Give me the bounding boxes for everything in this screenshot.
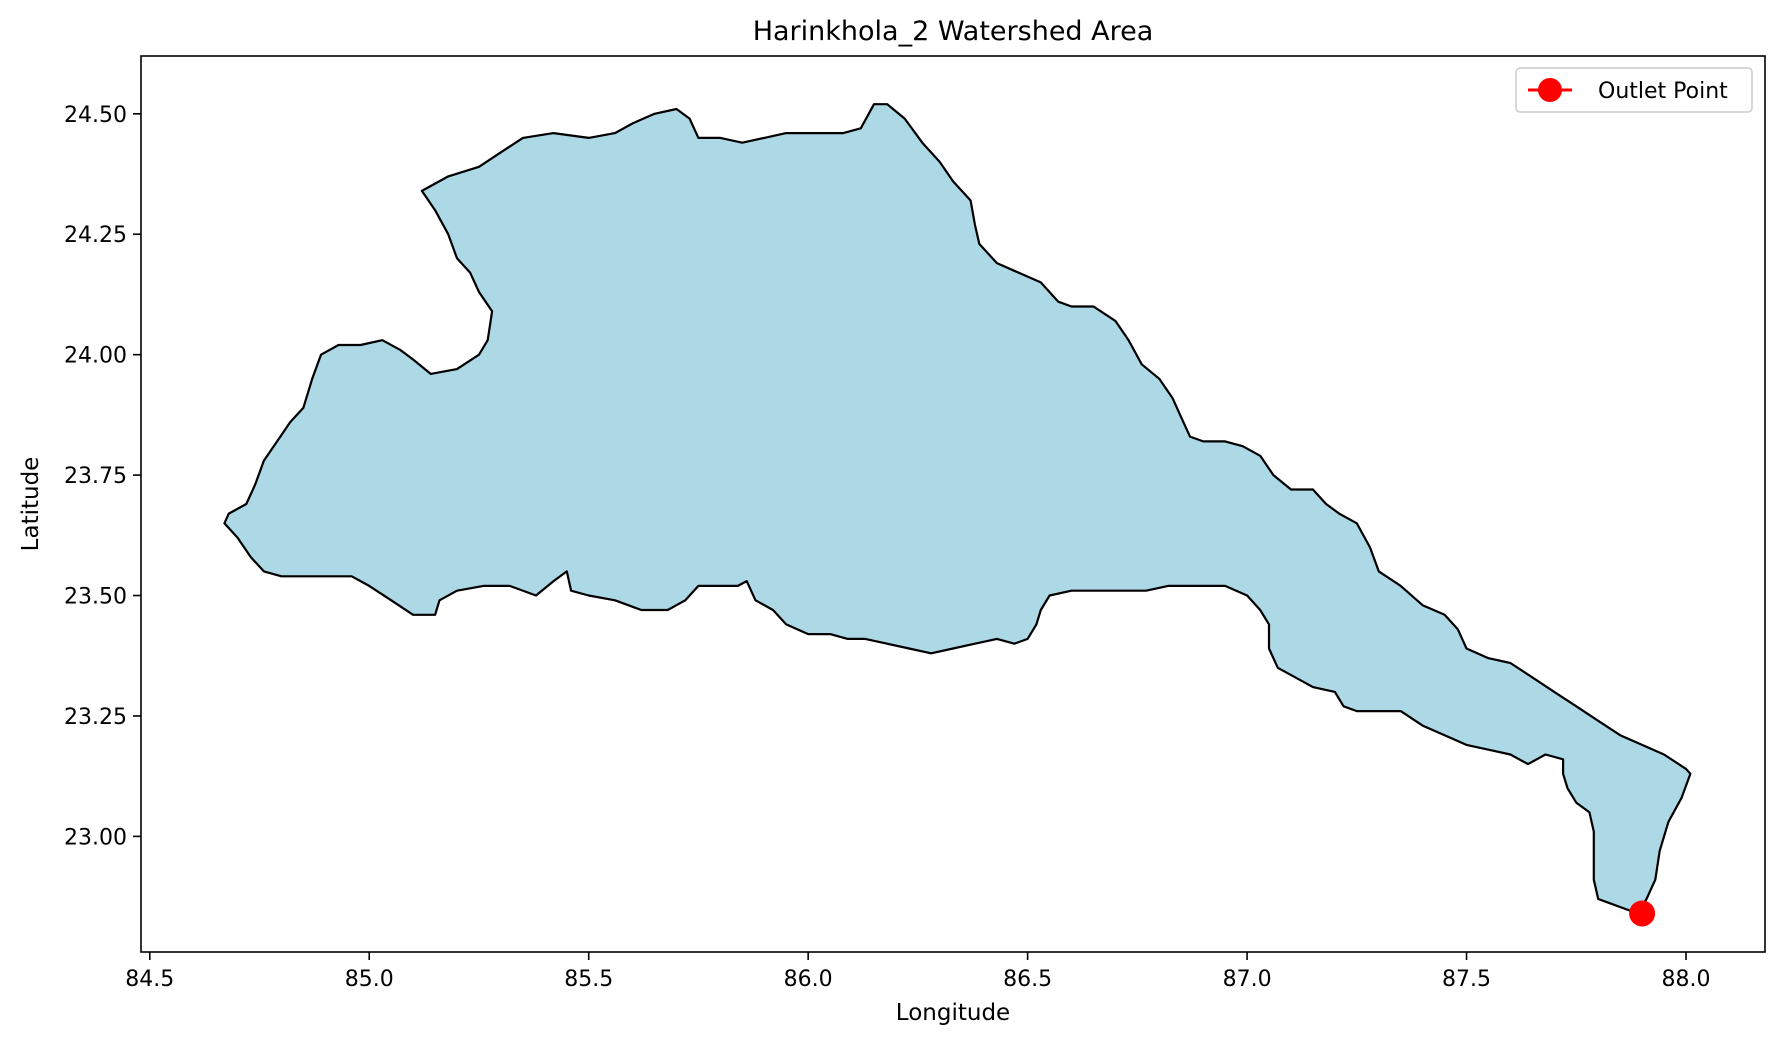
x-tick-label: 86.5 <box>1003 967 1052 992</box>
chart-title: Harinkhola_2 Watershed Area <box>753 16 1154 47</box>
legend-marker-swatch <box>1538 78 1562 102</box>
x-tick-label: 87.5 <box>1442 967 1491 992</box>
legend-label-outlet-point: Outlet Point <box>1598 79 1728 104</box>
y-tick-label: 24.00 <box>64 344 127 369</box>
x-tick-label: 84.5 <box>125 967 174 992</box>
y-tick-label: 24.25 <box>64 223 127 248</box>
plot-area <box>140 55 1766 953</box>
y-axis-ticks: 23.00 23.25 23.50 23.75 24.00 24.25 24.50 <box>64 103 141 850</box>
axes-frame <box>140 55 1766 953</box>
x-tick-label: 87.0 <box>1223 967 1272 992</box>
y-tick-label: 23.75 <box>64 464 127 489</box>
x-axis-label: Longitude <box>896 1000 1010 1026</box>
x-tick-label: 85.0 <box>345 967 394 992</box>
x-axis-ticks: 84.5 85.0 85.5 86.0 86.5 87.0 87.5 88.0 <box>125 952 1710 992</box>
watershed-polygon <box>223 103 1692 915</box>
outlet-point-marker <box>1629 900 1656 927</box>
legend: Outlet Point <box>1515 67 1753 113</box>
y-tick-label: 23.00 <box>64 825 127 850</box>
legend-box <box>1515 67 1753 113</box>
y-tick-label: 23.25 <box>64 705 127 730</box>
x-tick-label: 86.0 <box>784 967 833 992</box>
y-tick-label: 23.50 <box>64 585 127 610</box>
y-axis-label: Latitude <box>18 457 44 552</box>
y-tick-label: 24.50 <box>64 103 127 128</box>
x-tick-label: 88.0 <box>1662 967 1711 992</box>
x-tick-label: 85.5 <box>564 967 613 992</box>
